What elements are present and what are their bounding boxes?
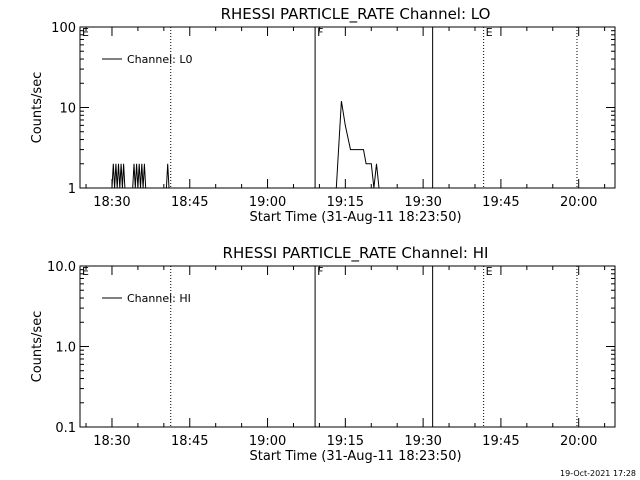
- y-tick-label: 10: [59, 102, 76, 117]
- x-tick-label: 19:15: [327, 195, 364, 210]
- chart-panel-1: RHESSI PARTICLE_RATE Channel: LO 1 10 100 18…: [30, 5, 616, 225]
- plot-frame: [79, 265, 616, 428]
- y-tick-label: 10.0: [47, 260, 76, 275]
- series-line-1: [111, 101, 380, 189]
- x-axis-label: Start Time (31-Aug-11 18:23:50): [249, 449, 461, 464]
- x-tick-label: 19:30: [404, 195, 441, 210]
- event-marker-label: E: [486, 265, 493, 278]
- event-marker-label: E: [82, 26, 89, 39]
- x-axis-label: Start Time (31-Aug-11 18:23:50): [249, 210, 461, 225]
- x-tick-label: 20:00: [560, 195, 597, 210]
- x-tick-label: 19:00: [249, 434, 286, 449]
- x-tick-label: 19:00: [249, 195, 286, 210]
- chart-title: RHESSI PARTICLE_RATE Channel: HI: [223, 244, 489, 263]
- legend-label: Channel: HI: [127, 292, 191, 305]
- x-tick-label: 18:45: [171, 195, 208, 210]
- y-tick-label: 0.1: [55, 421, 76, 436]
- y-tick-label: 100: [51, 21, 76, 36]
- x-tick-label: 19:45: [482, 195, 519, 210]
- legend-label: Channel: L0: [127, 53, 193, 66]
- y-axis-label: Counts/sec: [30, 72, 45, 144]
- x-tick-label: 19:30: [404, 434, 441, 449]
- event-marker-label: E: [486, 26, 493, 39]
- chart-title: RHESSI PARTICLE_RATE Channel: LO: [221, 5, 491, 24]
- x-tick-label: 19:45: [482, 434, 519, 449]
- x-tick-label: 18:30: [93, 195, 130, 210]
- plot-frame: [79, 26, 616, 189]
- y-axis-label: Counts/sec: [30, 311, 45, 383]
- chart-panel-2: RHESSI PARTICLE_RATE Channel: HI 0.1 1.0 10…: [30, 244, 616, 464]
- x-tick-label: 18:30: [93, 434, 130, 449]
- x-tick-label: 19:15: [327, 434, 364, 449]
- event-marker-label: E: [82, 265, 89, 278]
- event-marker-label: F: [317, 26, 323, 39]
- y-tick-label: 1: [68, 182, 76, 197]
- y-tick-label: 1.0: [55, 341, 76, 356]
- event-marker-label: F: [317, 265, 323, 278]
- x-tick-label: 20:00: [560, 434, 597, 449]
- footer-timestamp: 19-Oct-2021 17:28: [560, 469, 636, 478]
- x-tick-label: 18:45: [171, 434, 208, 449]
